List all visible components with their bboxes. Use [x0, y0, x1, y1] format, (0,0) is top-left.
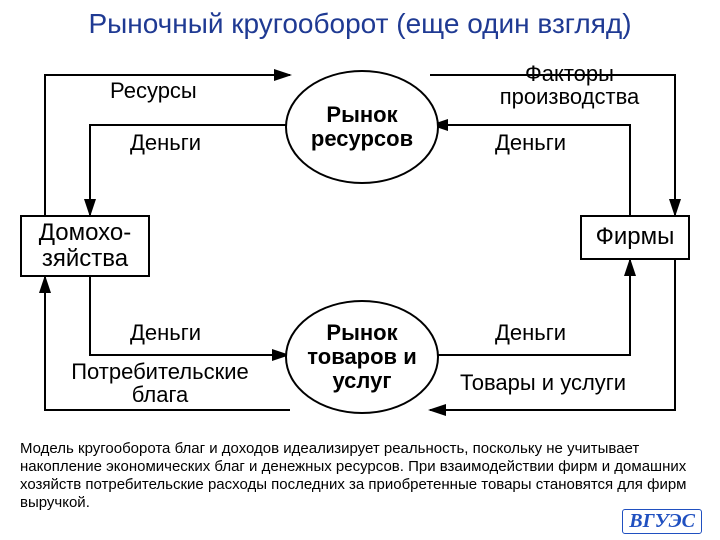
- caption-text: Модель кругооборота благ и доходов идеал…: [20, 440, 700, 512]
- page-title: Рыночный кругооборот (еще один взгляд): [0, 8, 720, 40]
- label-consumer-goods: Потребительские блага: [45, 360, 275, 406]
- label-money-bl: Деньги: [130, 320, 201, 346]
- node-households: Домохо-зяйства: [20, 215, 150, 277]
- diagram-stage: Домохо-зяйства Фирмы Рынок ресурсов Рыно…: [0, 50, 720, 440]
- node-goods-market: Рынок товаров и услуг: [285, 300, 439, 414]
- label-resources: Ресурсы: [110, 78, 197, 104]
- label-money-tl: Деньги: [130, 130, 201, 156]
- node-resource-market: Рынок ресурсов: [285, 70, 439, 184]
- logo-badge: ВГУЭС: [622, 509, 702, 534]
- label-money-br: Деньги: [495, 320, 566, 346]
- label-factors: Факторы производства: [472, 62, 667, 108]
- node-firms: Фирмы: [580, 215, 690, 260]
- label-money-tr: Деньги: [495, 130, 566, 156]
- label-goods-services: Товары и услуги: [460, 370, 626, 396]
